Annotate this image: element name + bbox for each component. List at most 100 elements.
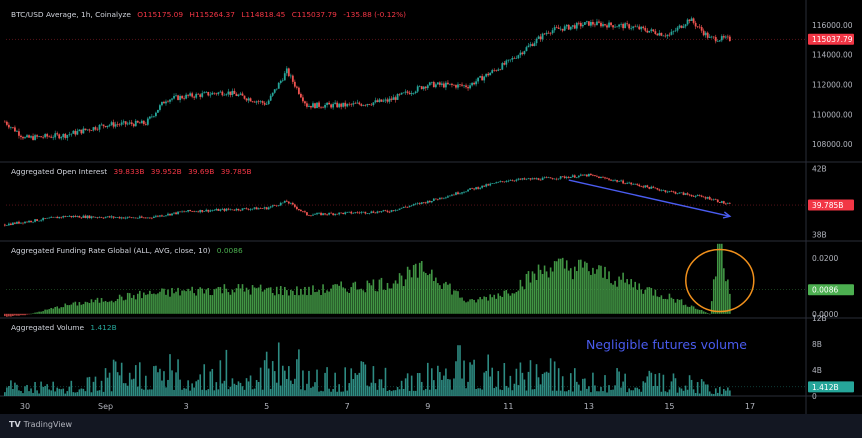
- candle-body: [499, 181, 502, 182]
- volume-bar: [604, 375, 606, 396]
- volume-bar: [86, 377, 89, 396]
- candle-body: [708, 36, 711, 38]
- volume-bar: [42, 386, 44, 396]
- price-candles: [3, 16, 731, 141]
- funding-bar: [52, 308, 54, 314]
- funding-bar: [723, 268, 725, 314]
- volume-bar: [193, 387, 195, 396]
- candle-body: [475, 187, 478, 190]
- volume-bar: [704, 384, 707, 396]
- candle-body: [495, 70, 498, 71]
- volume-bar: [253, 388, 256, 396]
- candle-body: [344, 102, 347, 107]
- candle-body: [682, 192, 685, 195]
- funding-bar: [592, 267, 594, 314]
- volume-bar: [128, 372, 131, 396]
- candle-body: [352, 213, 355, 214]
- funding-bar: [529, 282, 532, 314]
- candle-body: [167, 101, 169, 103]
- volume-bar: [98, 390, 101, 396]
- candle-body: [110, 122, 113, 125]
- funding-bar: [716, 243, 719, 314]
- volume-bar: [571, 391, 574, 396]
- funding-bar: [376, 291, 379, 314]
- volume-bar: [312, 386, 314, 396]
- candle-body: [604, 24, 606, 26]
- funding-bar: [527, 271, 530, 314]
- y-tick-label: 8B: [812, 340, 822, 349]
- volume-bar: [547, 372, 550, 396]
- candle-body: [352, 103, 355, 105]
- candle-body: [533, 43, 536, 47]
- funding-bar: [408, 269, 411, 314]
- funding-bar: [443, 283, 445, 314]
- volume-bar: [24, 386, 26, 396]
- volume-bar: [394, 390, 397, 396]
- candle-body: [662, 35, 665, 37]
- volume-bar: [676, 392, 679, 396]
- funding-bar: [296, 286, 298, 314]
- volume-bar: [584, 378, 586, 396]
- funding-bar: [652, 295, 655, 314]
- candle-body: [402, 92, 405, 94]
- x-tick-label: 3: [184, 402, 189, 411]
- candle-body: [219, 91, 222, 93]
- volume-bar: [163, 371, 165, 396]
- candle-body: [293, 81, 296, 87]
- volume-bar: [499, 389, 502, 396]
- funding-bar: [481, 299, 483, 314]
- candle-body: [501, 63, 504, 70]
- funding-bar: [283, 286, 286, 314]
- candle-body: [509, 180, 512, 181]
- candle-body: [193, 211, 196, 212]
- candle-body: [388, 98, 391, 102]
- candle-body: [694, 195, 697, 197]
- funding-bar: [414, 263, 417, 314]
- candle-body: [678, 192, 681, 194]
- candle-body: [577, 175, 580, 178]
- volume-bar: [406, 373, 409, 396]
- volume-bar: [491, 367, 494, 396]
- volume-bar: [712, 394, 715, 396]
- candle-body: [310, 105, 312, 108]
- candle-body: [567, 24, 570, 30]
- candle-body: [249, 209, 252, 210]
- candle-body: [471, 82, 473, 86]
- candle-body: [64, 133, 67, 138]
- funding-bar: [435, 277, 437, 314]
- candle-body: [332, 103, 335, 108]
- volume-bar: [130, 379, 133, 396]
- candle-body: [122, 121, 125, 123]
- funding-bar: [638, 283, 641, 314]
- funding-bar: [358, 289, 361, 314]
- candle-body: [662, 190, 665, 191]
- candle-body: [330, 104, 333, 108]
- volume-bar: [197, 379, 199, 396]
- candle-body: [602, 176, 604, 178]
- candle-body: [628, 24, 631, 29]
- candle-body: [62, 133, 65, 138]
- candle-body: [467, 87, 469, 89]
- candle-body: [585, 174, 588, 177]
- candle-body: [559, 28, 562, 30]
- y-tick-label: 110000.00: [812, 110, 853, 119]
- candle-body: [527, 178, 530, 180]
- candle-body: [302, 97, 304, 102]
- tradingview-logo[interactable]: TV TradingView: [9, 420, 72, 429]
- volume-bar: [404, 378, 407, 396]
- funding-bar: [612, 284, 614, 314]
- candle-body: [620, 180, 623, 182]
- funding-bar: [243, 291, 246, 314]
- funding-bar: [515, 292, 518, 314]
- candle-body: [553, 178, 556, 180]
- candle-body: [690, 195, 693, 197]
- volume-bar: [116, 372, 119, 396]
- candle-body: [271, 205, 274, 207]
- candle-body: [447, 82, 449, 85]
- funding-bar: [632, 287, 634, 314]
- funding-bar: [662, 298, 665, 314]
- candle-body: [370, 211, 373, 214]
- funding-bar: [447, 284, 449, 314]
- candle-body: [497, 181, 500, 183]
